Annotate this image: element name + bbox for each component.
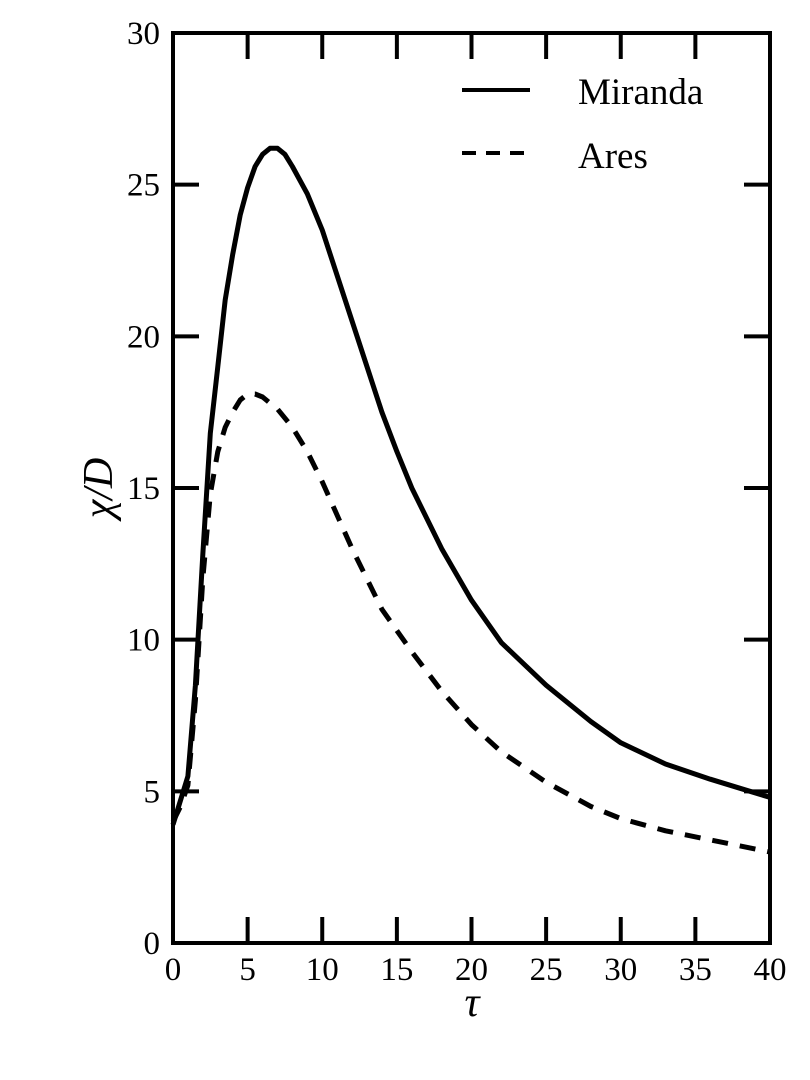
y-tick-label: 5	[144, 774, 161, 810]
y-tick-label: 30	[127, 16, 160, 52]
legend-label-miranda: Miranda	[578, 72, 703, 113]
y-tick-label: 15	[127, 471, 160, 507]
series-line-miranda	[170, 145, 771, 826]
tick-label-layer: 0 5 10 15 20 25 30 35 40 0 5 10 15 20 25 30	[127, 16, 787, 988]
y-tick-label: 10	[127, 623, 160, 659]
x-tick-label: 15	[380, 952, 413, 988]
ticks-layer	[171, 31, 772, 945]
plot-frame	[171, 31, 772, 945]
series-line-ares	[170, 391, 771, 855]
y-tick-label: 20	[127, 319, 160, 355]
x-tick-label: 25	[530, 952, 563, 988]
series-layer	[170, 145, 771, 855]
x-tick-label: 10	[306, 952, 339, 988]
legend-label-ares: Ares	[578, 136, 648, 177]
y-axis-label: χ/D	[76, 458, 122, 522]
x-tick-label: 30	[604, 952, 637, 988]
y-tick-label: 25	[127, 168, 160, 204]
x-tick-label: 20	[455, 952, 488, 988]
x-tick-label: 0	[165, 952, 182, 988]
x-axis-label: τ	[464, 980, 481, 1026]
x-tick-label: 35	[679, 952, 712, 988]
x-tick-label: 40	[754, 952, 787, 988]
y-tick-label: 0	[144, 926, 161, 962]
legend: Miranda Ares	[462, 72, 703, 177]
x-tick-label: 5	[239, 952, 256, 988]
